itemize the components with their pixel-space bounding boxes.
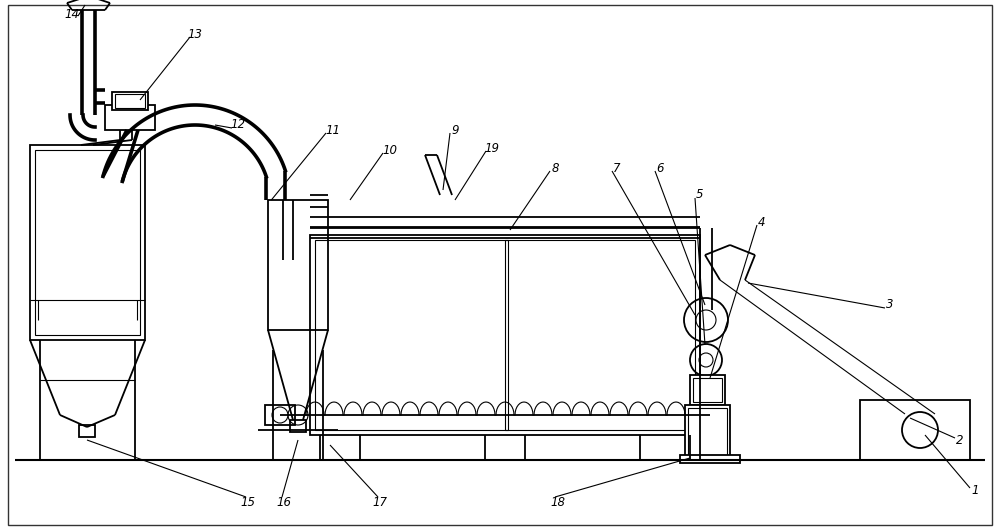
Bar — [505, 240, 508, 430]
Text: 8: 8 — [551, 162, 559, 174]
Text: 11: 11 — [326, 123, 340, 137]
Text: 10: 10 — [382, 144, 398, 156]
Text: 5: 5 — [696, 189, 704, 201]
Bar — [268, 200, 328, 330]
Text: 13: 13 — [188, 29, 202, 41]
Bar — [693, 378, 722, 402]
Bar — [115, 94, 145, 108]
Text: 17: 17 — [372, 496, 388, 508]
Bar — [680, 455, 740, 463]
Text: 19: 19 — [484, 142, 500, 155]
Bar — [30, 145, 145, 340]
Text: 1: 1 — [971, 483, 979, 497]
Text: 15: 15 — [240, 496, 256, 508]
Text: 6: 6 — [656, 162, 664, 174]
Bar — [265, 405, 295, 425]
Bar — [290, 420, 306, 432]
Text: 7: 7 — [613, 162, 621, 174]
Text: 16: 16 — [276, 496, 292, 508]
Bar — [315, 240, 695, 430]
Text: 12: 12 — [230, 119, 246, 131]
Text: 18: 18 — [550, 496, 566, 508]
Text: 4: 4 — [758, 216, 766, 228]
Bar — [35, 150, 140, 335]
Bar — [105, 105, 155, 130]
Bar — [79, 425, 95, 437]
Bar — [860, 400, 970, 460]
Bar — [688, 408, 727, 457]
Bar — [112, 92, 148, 110]
Text: 9: 9 — [451, 123, 459, 137]
Bar — [310, 235, 700, 435]
Text: 14: 14 — [64, 8, 80, 22]
Bar — [690, 375, 725, 405]
Text: 2: 2 — [956, 434, 964, 446]
Text: 3: 3 — [886, 298, 894, 312]
Bar — [685, 405, 730, 460]
